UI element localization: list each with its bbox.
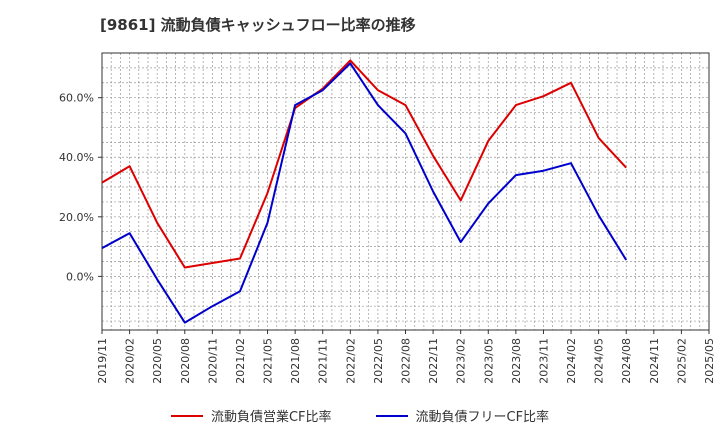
y-tick-label: 60.0% (59, 92, 94, 105)
x-tick-label: 2021/08 (289, 338, 302, 384)
legend-label-series1: 流動負債営業CF比率 (210, 410, 332, 425)
grid (102, 53, 709, 330)
legend-item-series1: 流動負債営業CF比率 (170, 406, 332, 425)
legend-label-series2: 流動負債フリーCF比率 (415, 410, 550, 425)
x-tick-label: 2020/02 (124, 338, 137, 384)
x-tick-label: 2023/11 (537, 338, 550, 384)
series-line-1 (101, 59, 627, 269)
x-tick-label: 2025/02 (675, 338, 688, 384)
x-tick-label: 2025/05 (703, 338, 716, 384)
legend: 流動負債営業CF比率 流動負債フリーCF比率 (0, 406, 720, 425)
x-tick-label: 2022/11 (427, 338, 440, 384)
x-tick-label: 2020/08 (179, 338, 192, 384)
y-tick-label: 0.0% (66, 270, 94, 283)
x-tick-label: 2023/05 (482, 338, 495, 384)
x-tick-label: 2024/11 (648, 338, 661, 384)
chart-title: [9861] 流動負債キャッシュフロー比率の推移 (100, 16, 416, 34)
x-tick-label: 2022/02 (344, 338, 357, 384)
x-tick-label: 2024/02 (565, 338, 578, 384)
x-tick-label: 2021/11 (317, 338, 330, 384)
series-lines (101, 59, 628, 324)
x-tick-label: 2020/11 (206, 338, 219, 384)
x-tick-label: 2022/08 (400, 338, 413, 384)
x-tick-label: 2021/05 (262, 338, 275, 384)
series-line-2 (101, 62, 628, 324)
x-tick-label: 2023/02 (455, 338, 468, 384)
x-tick-label: 2022/05 (372, 338, 385, 384)
x-tick-label: 2024/08 (620, 338, 633, 384)
y-tick-label: 20.0% (59, 211, 94, 224)
axes: 0.0% 20.0% 40.0% 60.0% 2019/11 2020/02 2020/05… (59, 52, 716, 384)
legend-swatch-series2 (375, 414, 408, 417)
x-tick-label: 2021/02 (234, 338, 247, 384)
x-tick-label: 2020/05 (151, 338, 164, 384)
x-tick-label: 2024/05 (593, 338, 606, 384)
legend-item-series2: 流動負債フリーCF比率 (375, 406, 550, 425)
x-tick-label: 2019/11 (96, 338, 109, 384)
legend-swatch-series1 (170, 414, 203, 417)
x-tick-label: 2023/08 (510, 338, 523, 384)
y-tick-label: 40.0% (59, 151, 94, 164)
